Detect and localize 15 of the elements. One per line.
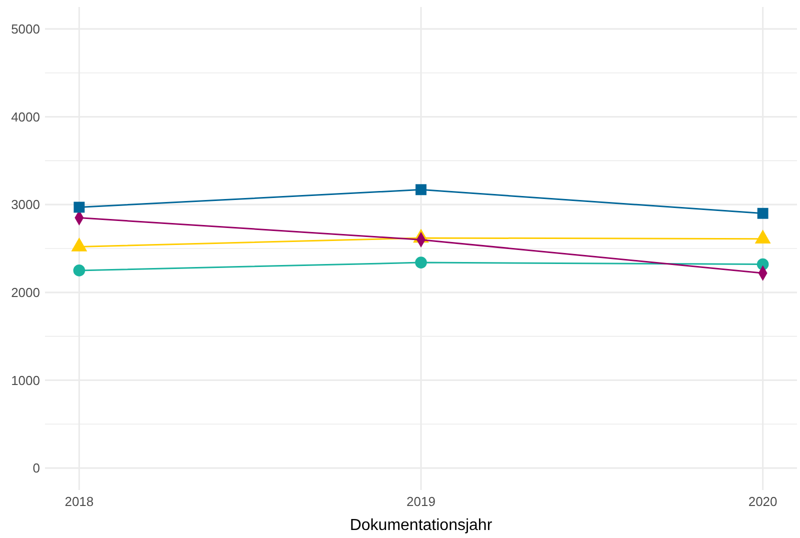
x-tick-label: 2019 — [406, 494, 436, 509]
y-tick-label: 0 — [32, 460, 40, 476]
point — [73, 264, 86, 276]
x-tick-label: 2020 — [748, 494, 778, 509]
y-tick-label: 3000 — [11, 197, 40, 212]
point — [416, 184, 426, 196]
point — [757, 208, 768, 219]
point — [74, 202, 85, 213]
point — [415, 256, 427, 268]
y-tick-label: 5000 — [11, 22, 40, 37]
y-tick-label: 2000 — [11, 284, 40, 300]
x-tick-label: 2018 — [64, 494, 94, 509]
y-tick-label: 1000 — [11, 372, 40, 388]
x-axis-title: Dokumentationsjahr — [350, 517, 493, 534]
y-tick-label: 4000 — [11, 109, 40, 124]
